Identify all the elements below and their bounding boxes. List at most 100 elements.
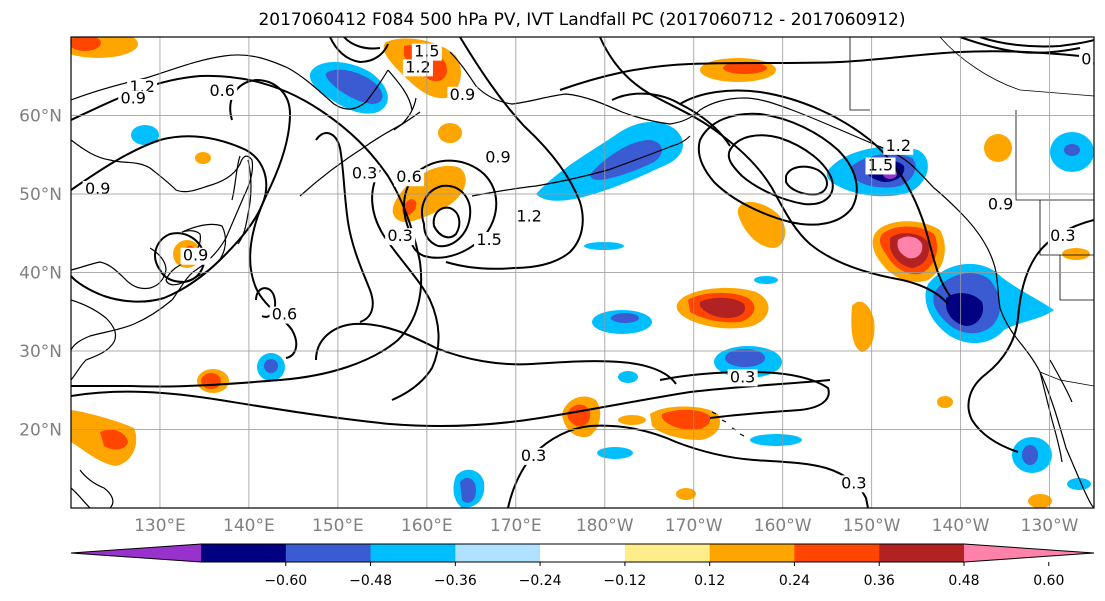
pv-contour-line	[979, 37, 1094, 48]
colorbar-outline	[70, 543, 1095, 563]
colorbar	[70, 543, 1095, 566]
contour-label-halo	[985, 196, 1016, 214]
contour-label: 0.6	[209, 81, 234, 100]
lon-tick-label: 150°E	[312, 516, 364, 536]
colorbar-tick-label: −0.60	[264, 573, 307, 589]
map-frame	[70, 36, 1095, 509]
anomaly-blob	[584, 242, 624, 250]
lon-tick-label: 160°W	[754, 516, 812, 536]
anomaly-blob	[662, 409, 711, 430]
contour-label: 0.3	[730, 367, 755, 386]
contour-label: 0.9	[121, 89, 146, 108]
pv-contour-line	[697, 112, 858, 226]
contour-label-halo	[514, 208, 545, 226]
coastline-hawaii	[711, 411, 745, 437]
anomaly-blob	[1064, 144, 1080, 156]
contour-label-halo	[349, 165, 380, 183]
colorbar-tick-labels: −0.60 −0.48 −0.36 −0.24 −0.12 0.12 0.24 0.36 0.4…	[264, 573, 1064, 589]
contour-label: 0.3	[387, 226, 412, 245]
anomaly-blob	[937, 396, 953, 408]
contour-label: 0.3	[521, 446, 546, 465]
contour-labels: 1.20.9 0.60.90.90.3 0.60.30.61.51.20.90.91…	[82, 42, 1105, 493]
contour-label: 0.3	[1050, 226, 1075, 245]
contour-label: 1.5	[476, 230, 501, 249]
contour-label-halo	[447, 86, 478, 104]
pv-contour-line	[432, 206, 461, 239]
contour-label: 0.3	[352, 163, 377, 182]
pv-contour-layer	[71, 37, 1094, 508]
anomaly-blob	[984, 134, 1012, 162]
contour-label: 1.2	[886, 136, 911, 155]
anomaly-blob	[618, 415, 646, 425]
lon-tick-label: 140°W	[932, 516, 990, 536]
colorbar-segment	[455, 544, 541, 562]
lon-tick-label: 130°W	[1021, 516, 1079, 536]
lon-tick-label: 150°W	[843, 516, 901, 536]
coastline-kamchatka	[231, 97, 421, 245]
contour-label: 0.6	[396, 167, 421, 186]
longitude-tick-labels: 130°E 140°E 150°E 160°E 170°E 180°W 170°W 160°W…	[134, 516, 1079, 536]
anomaly-blob	[851, 301, 875, 352]
colorbar-tick-label: 0.12	[694, 573, 725, 589]
pv-contour-line	[315, 132, 374, 323]
lat-tick-label: 40°N	[19, 264, 62, 284]
coastline-japan	[165, 223, 227, 286]
contour-label-halo	[1047, 228, 1078, 246]
contour-label-halo	[269, 306, 300, 324]
anomaly-blob	[676, 488, 696, 500]
pv-contour-line	[421, 184, 472, 248]
lon-tick-label: 170°W	[665, 516, 723, 536]
anomaly-blob	[611, 313, 639, 323]
contour-label: 0.9	[85, 179, 110, 198]
border-us-states	[1015, 110, 1094, 301]
contour-label: 1.5	[868, 155, 893, 174]
anomaly-blob	[131, 125, 159, 145]
contour-label-halo	[1079, 51, 1094, 69]
pv-contour-line	[559, 50, 1094, 91]
contour-label-halo	[865, 157, 896, 175]
anomaly-blob	[700, 297, 746, 318]
anomaly-blob	[1062, 248, 1090, 260]
contour-label-halo	[394, 169, 425, 187]
pv-contour-line	[445, 37, 584, 270]
anomaly-blob	[201, 373, 221, 389]
lat-tick-label: 30°N	[19, 342, 62, 362]
border-us-mexico	[1039, 371, 1094, 387]
colorbar-tick-label: 0.60	[1033, 573, 1064, 589]
anomaly-blob	[754, 276, 778, 284]
colorbar-tick-label: −0.12	[603, 573, 646, 589]
pv-contour-line	[329, 37, 389, 64]
colorbar-segment	[794, 544, 880, 562]
pv-contour-line	[71, 74, 423, 388]
contour-label: 0.9	[485, 148, 510, 167]
contour-label: 1.2	[516, 206, 541, 225]
lon-tick-label: 130°E	[134, 516, 186, 536]
anomaly-blob	[325, 69, 383, 104]
anomaly-blob	[597, 447, 633, 459]
colorbar-extend-min	[71, 544, 201, 562]
contour-label: 1.2	[405, 57, 430, 76]
colorbar-tick-label: 0.48	[948, 573, 979, 589]
contour-label: 0.6	[272, 305, 297, 324]
lat-tick-label: 20°N	[19, 421, 62, 441]
pv-contour-line	[967, 219, 1094, 453]
lat-lon-grid	[71, 37, 1094, 508]
contour-label: 0.6	[1081, 49, 1105, 68]
contour-label: 0.9	[988, 195, 1013, 214]
latitude-tick-labels: 20°N 30°N 40°N 50°N 60°N	[19, 107, 62, 441]
colorbar-tick-label: 0.24	[779, 573, 810, 589]
contour-label-halo	[838, 475, 869, 493]
colorbar-segment	[285, 544, 372, 562]
colorbar-tick-label: 0.36	[864, 573, 895, 589]
anomaly-blob	[460, 477, 476, 503]
colorbar-segment	[370, 544, 456, 562]
pv-contour-line	[229, 78, 298, 359]
contour-label-halo	[883, 137, 914, 155]
border-canada-provinces	[939, 37, 1094, 97]
coastline-korea-china	[71, 247, 167, 381]
coastline-aleutians	[471, 135, 691, 197]
pv-contour-line	[371, 169, 440, 401]
pv-contour-line	[727, 134, 834, 206]
contour-label: 0.9	[450, 85, 475, 104]
